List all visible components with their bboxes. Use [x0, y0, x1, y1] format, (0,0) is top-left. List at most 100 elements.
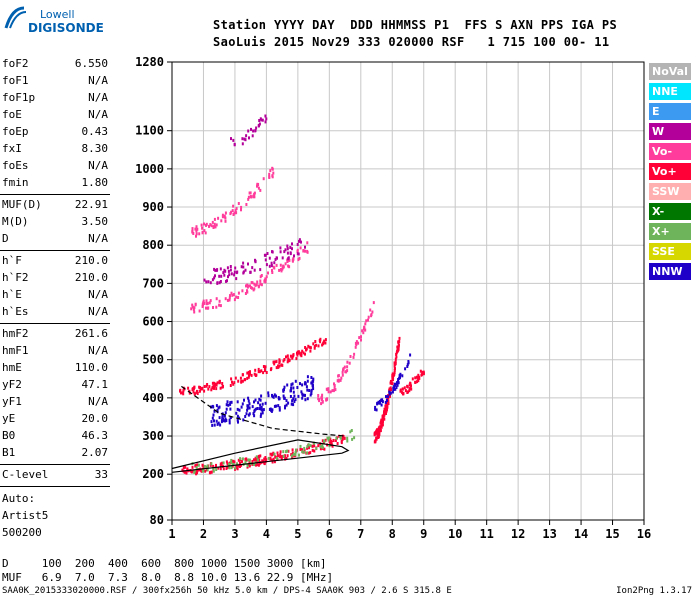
echo-point [319, 447, 322, 451]
echo-point [273, 261, 276, 265]
param-row: yE 20.0 [2, 412, 108, 428]
echo-point [393, 372, 396, 376]
echo-point [256, 182, 259, 186]
param-label: foEs [2, 159, 29, 172]
echo-point [235, 295, 238, 299]
echo-point [230, 461, 233, 464]
echo-point [227, 403, 230, 407]
echo-point [241, 137, 244, 141]
echo-point [409, 381, 412, 385]
echo-point [328, 439, 331, 443]
echo-point [218, 303, 221, 307]
echo-point [278, 408, 281, 412]
legend-item: X+ [649, 223, 691, 240]
x-tick-label: 1 [168, 527, 175, 541]
param-value: N/A [88, 91, 108, 104]
echo-point [287, 357, 290, 361]
echo-point [209, 299, 212, 303]
param-row: foF1p N/A [2, 91, 108, 107]
echo-point [290, 383, 293, 387]
echo-point [384, 407, 387, 411]
echo-point [329, 390, 332, 394]
echo-point [246, 376, 249, 380]
echo-point [253, 400, 255, 404]
echo-point [294, 453, 297, 457]
echo-point [367, 315, 370, 319]
echo-point [234, 466, 237, 470]
echo-point [381, 421, 384, 425]
echo-point [251, 281, 254, 285]
echo-point [203, 278, 206, 282]
echo-point [195, 234, 197, 238]
param-label: yE [2, 412, 16, 425]
param-label: yF1 [2, 395, 22, 408]
echo-point [213, 423, 216, 427]
echo-point [320, 395, 323, 399]
echo-point [236, 418, 239, 422]
echo-point [260, 274, 263, 277]
echo-point [418, 376, 421, 380]
echo-point [377, 435, 380, 438]
echo-point [258, 459, 261, 462]
echo-point [264, 369, 266, 373]
echo-point [207, 306, 210, 310]
echo-point [263, 457, 266, 461]
echo-point [193, 392, 196, 396]
echo-point [203, 389, 206, 393]
echo-point [301, 396, 304, 400]
echo-point [340, 439, 343, 443]
echo-point [212, 405, 215, 409]
echo-point [234, 266, 237, 270]
echo-point [286, 454, 289, 458]
echo-point [271, 166, 274, 170]
echo-point [297, 258, 300, 262]
param-separator [0, 486, 110, 487]
echo-point [235, 271, 238, 275]
x-tick-label: 10 [448, 527, 462, 541]
echo-point [256, 184, 259, 188]
echo-point [182, 466, 185, 470]
echo-point [285, 399, 288, 403]
echo-point [307, 344, 310, 348]
echo-point [262, 177, 265, 181]
echo-point [180, 391, 182, 395]
echo-point [259, 398, 262, 402]
echo-point [271, 271, 274, 274]
echo-point [213, 217, 216, 221]
echo-point [274, 258, 277, 261]
echo-point [223, 414, 226, 418]
echo-point [280, 269, 283, 273]
echo-point [258, 407, 261, 411]
echo-point [275, 394, 277, 398]
echo-point [193, 385, 196, 389]
echo-point [325, 398, 328, 401]
echo-point [192, 308, 195, 311]
param-label: foE [2, 108, 22, 121]
echo-point [327, 438, 330, 442]
echo-point [247, 262, 249, 266]
echo-point [205, 280, 208, 284]
echo-point [248, 402, 251, 406]
echo-point [346, 360, 349, 364]
echo-point [273, 460, 276, 464]
echo-point [210, 224, 213, 228]
echo-point [242, 265, 245, 269]
echo-point [212, 226, 215, 229]
echo-point [299, 448, 302, 451]
echo-point [254, 398, 257, 402]
echo-point [267, 391, 270, 395]
echo-point [313, 441, 315, 445]
param-row: h`E N/A [2, 288, 108, 304]
echo-point [389, 391, 392, 395]
logo-line2: DIGISONDE [28, 21, 104, 35]
echo-point [220, 219, 223, 223]
echo-point [295, 448, 298, 452]
echo-point [352, 355, 355, 359]
y-tick-label: 800 [142, 238, 164, 252]
echo-point [245, 134, 248, 138]
autoscaling-info: 500200 [2, 526, 42, 539]
echo-point [221, 382, 224, 385]
echo-point [235, 211, 238, 215]
echo-point [344, 370, 347, 374]
param-value: 110.0 [74, 361, 108, 374]
